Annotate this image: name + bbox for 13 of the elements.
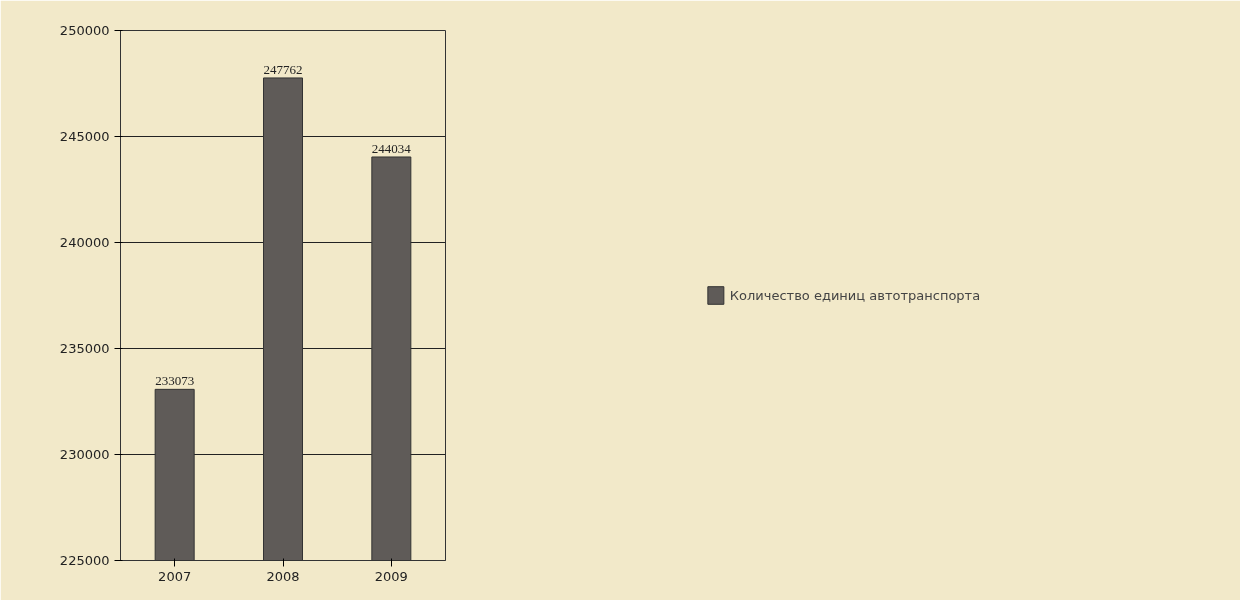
y-tick-label: 240000: [59, 235, 110, 250]
y-tick-label: 250000: [59, 23, 110, 38]
x-tick-label: 2007: [158, 568, 192, 584]
x-tick-label: 2009: [374, 568, 408, 584]
y-tick-label: 230000: [59, 447, 110, 462]
y-tick-label: 245000: [59, 129, 110, 144]
legend-label: Количество единиц автотранспорта: [729, 287, 981, 303]
x-tick-label: 2008: [266, 568, 300, 584]
y-tick-label: 235000: [59, 341, 110, 356]
y-tick-label: 225000: [59, 553, 110, 568]
data-label: 247762: [263, 61, 303, 77]
data-label: 244034: [371, 140, 412, 156]
data-label: 233073: [155, 373, 195, 389]
